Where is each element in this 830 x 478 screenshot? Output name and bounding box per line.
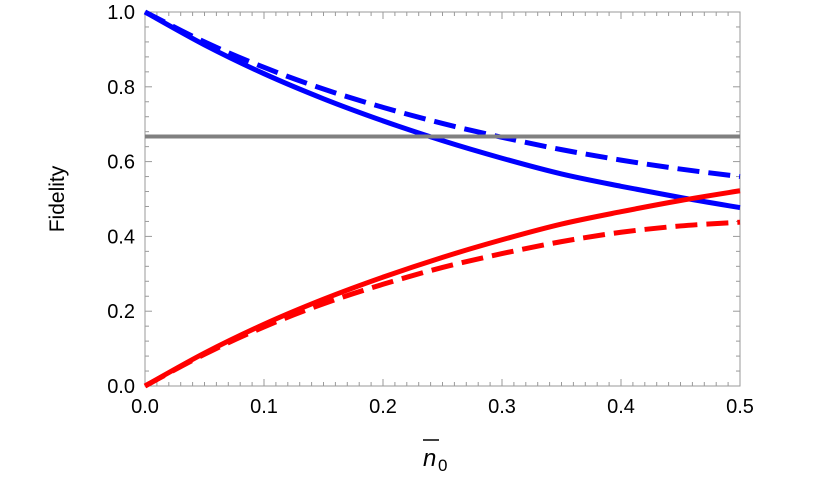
x-tick-label: 0.0 bbox=[131, 396, 159, 418]
y-tick-label: 0.8 bbox=[107, 77, 135, 99]
y-tick-label: 0.2 bbox=[107, 301, 135, 323]
y-tick-label: 1.0 bbox=[107, 2, 135, 24]
x-axis-title-subscript: 0 bbox=[438, 456, 447, 475]
y-axis-title: Fidelity bbox=[46, 165, 69, 232]
y-tick-label: 0.4 bbox=[107, 226, 135, 248]
data-series bbox=[143, 9, 741, 389]
red-dashed-line bbox=[143, 219, 741, 389]
axis-ticks bbox=[144, 11, 741, 387]
x-axis-title-base: n bbox=[423, 445, 436, 472]
red-solid-line bbox=[143, 188, 741, 389]
tick-labels: 0.0 0.1 0.2 0.3 0.4 0.5 0.0 0.2 0.4 0.6 0.8 1.0 bbox=[107, 2, 754, 418]
x-tick-label: 0.3 bbox=[488, 396, 516, 418]
x-tick-label: 0.2 bbox=[369, 396, 397, 418]
x-tick-label: 0.4 bbox=[607, 396, 635, 418]
y-tick-label: 0.0 bbox=[107, 376, 135, 398]
x-tick-label: 0.1 bbox=[250, 396, 278, 418]
y-tick-label: 0.6 bbox=[107, 152, 135, 174]
x-tick-label: 0.5 bbox=[726, 396, 754, 418]
plot-frame bbox=[144, 11, 741, 387]
blue-dashed-line bbox=[143, 9, 741, 180]
blue-solid-line bbox=[143, 9, 741, 211]
x-axis-title: n 0 bbox=[423, 439, 447, 475]
